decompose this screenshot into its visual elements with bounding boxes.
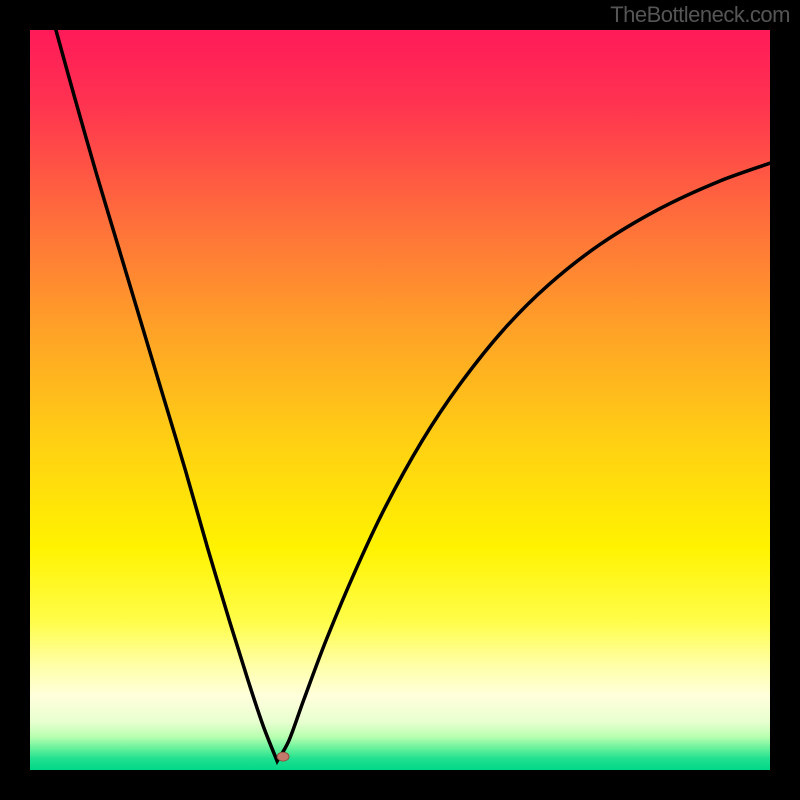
watermark-text: TheBottleneck.com <box>610 2 790 28</box>
chart-plot-area <box>30 30 770 770</box>
minimum-marker <box>277 752 289 761</box>
chart-curve-layer <box>30 30 770 770</box>
bottleneck-curve <box>56 30 770 761</box>
